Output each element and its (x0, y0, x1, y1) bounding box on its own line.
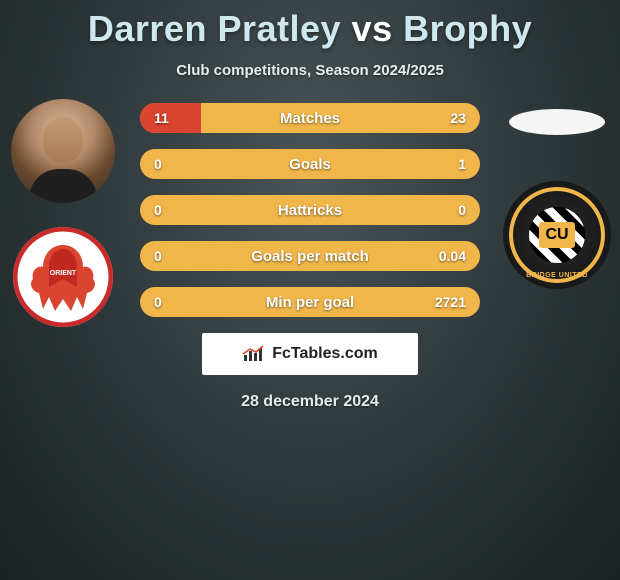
svg-text:ORIENT: ORIENT (50, 270, 77, 277)
stat-right-value: 0.04 (439, 248, 466, 264)
stat-row: 0Goals1 (140, 149, 480, 179)
stat-row: 0Hattricks0 (140, 195, 480, 225)
attribution-badge: FcTables.com (202, 333, 418, 375)
left-column: ORIENT (8, 99, 118, 327)
subtitle: Club competitions, Season 2024/2025 (0, 62, 620, 79)
stat-row: 0Min per goal2721 (140, 287, 480, 317)
player1-club-badge: ORIENT (13, 227, 113, 327)
player2-club-badge: CU BRIDGE UNITED (503, 181, 611, 289)
player1-name: Darren Pratley (88, 8, 341, 49)
attribution-text: FcTables.com (272, 345, 378, 363)
right-column: CU BRIDGE UNITED (502, 99, 612, 289)
bar-chart-icon (242, 345, 266, 363)
stat-bars: 11Matches230Goals10Hattricks00Goals per … (140, 99, 480, 317)
club2-text: BRIDGE UNITED (503, 272, 611, 279)
player2-name: Brophy (403, 8, 532, 49)
stat-right-value: 0 (458, 202, 466, 218)
stat-row: 11Matches23 (140, 103, 480, 133)
date-label: 28 december 2024 (0, 393, 620, 411)
stat-label: Matches (140, 110, 480, 127)
badge-ring (509, 187, 605, 283)
stat-label: Hattricks (140, 202, 480, 219)
comparison-title: Darren Pratley vs Brophy (0, 0, 620, 50)
stat-label: Min per goal (140, 294, 480, 311)
stat-label: Goals (140, 156, 480, 173)
stat-right-value: 2721 (435, 294, 466, 310)
stat-right-value: 1 (458, 156, 466, 172)
stat-right-value: 23 (450, 110, 466, 126)
player1-avatar (11, 99, 115, 203)
stat-row: 0Goals per match0.04 (140, 241, 480, 271)
stat-label: Goals per match (140, 248, 480, 265)
player2-avatar (509, 109, 605, 135)
main-layout: ORIENT CU BRIDGE UNITED 11Matches230Goal… (0, 99, 620, 317)
vs-label: vs (352, 8, 393, 49)
